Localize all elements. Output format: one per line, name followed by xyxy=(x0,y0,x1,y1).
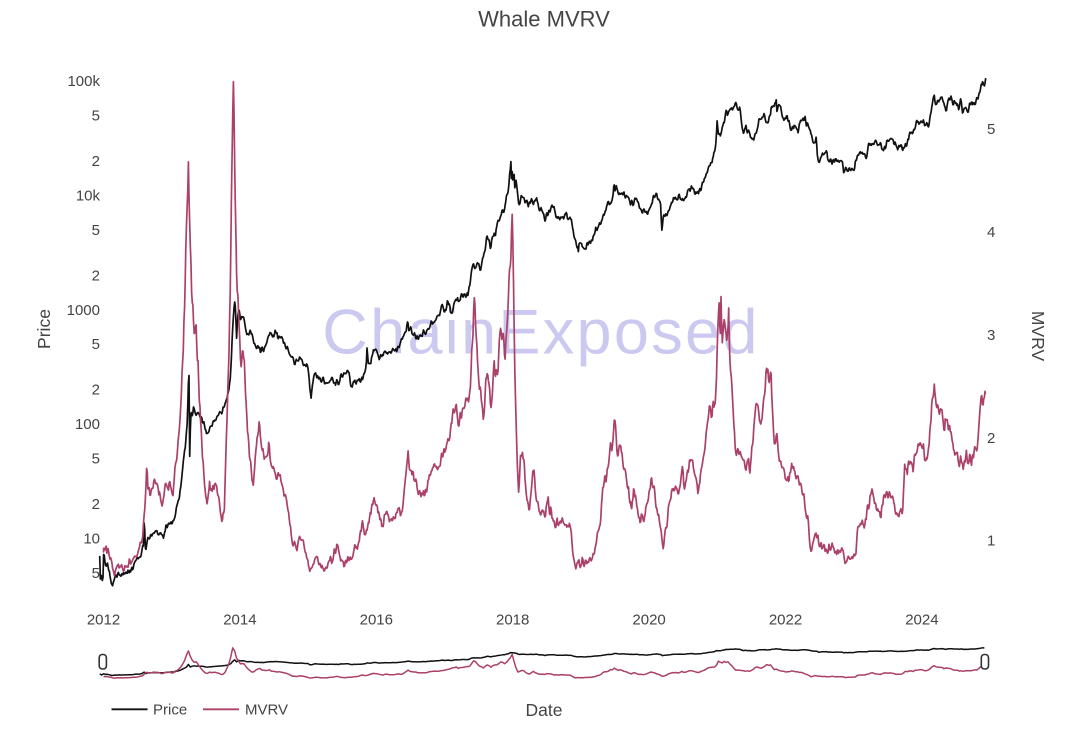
svg-text:MVRV: MVRV xyxy=(1028,311,1048,362)
svg-text:1: 1 xyxy=(987,533,995,550)
svg-text:Whale MVRV: Whale MVRV xyxy=(478,7,610,32)
svg-text:10k: 10k xyxy=(76,188,101,205)
svg-text:Price: Price xyxy=(153,702,187,719)
svg-text:5: 5 xyxy=(92,451,100,468)
svg-text:2: 2 xyxy=(987,430,995,447)
svg-text:10: 10 xyxy=(83,530,100,547)
svg-text:1000: 1000 xyxy=(67,302,100,319)
svg-text:100k: 100k xyxy=(67,73,100,90)
svg-text:100: 100 xyxy=(75,416,100,433)
svg-text:Price: Price xyxy=(34,309,54,349)
svg-text:2012: 2012 xyxy=(87,612,120,629)
svg-text:ChainExposed: ChainExposed xyxy=(322,298,759,368)
svg-text:2: 2 xyxy=(92,153,100,170)
svg-text:2014: 2014 xyxy=(223,612,256,629)
svg-text:2: 2 xyxy=(92,382,100,399)
svg-text:5: 5 xyxy=(92,108,100,125)
svg-text:2: 2 xyxy=(92,496,100,513)
svg-text:4: 4 xyxy=(987,224,995,241)
svg-text:2022: 2022 xyxy=(769,612,802,629)
svg-text:5: 5 xyxy=(92,222,100,239)
svg-text:2: 2 xyxy=(92,267,100,284)
svg-text:2020: 2020 xyxy=(632,612,665,629)
svg-text:2018: 2018 xyxy=(496,612,529,629)
svg-text:5: 5 xyxy=(92,565,100,582)
svg-text:5: 5 xyxy=(92,336,100,353)
svg-text:2016: 2016 xyxy=(360,612,393,629)
svg-text:MVRV: MVRV xyxy=(245,702,288,719)
svg-text:2024: 2024 xyxy=(905,612,938,629)
svg-text:3: 3 xyxy=(987,327,995,344)
svg-text:5: 5 xyxy=(987,121,995,138)
svg-text:Date: Date xyxy=(526,700,563,720)
